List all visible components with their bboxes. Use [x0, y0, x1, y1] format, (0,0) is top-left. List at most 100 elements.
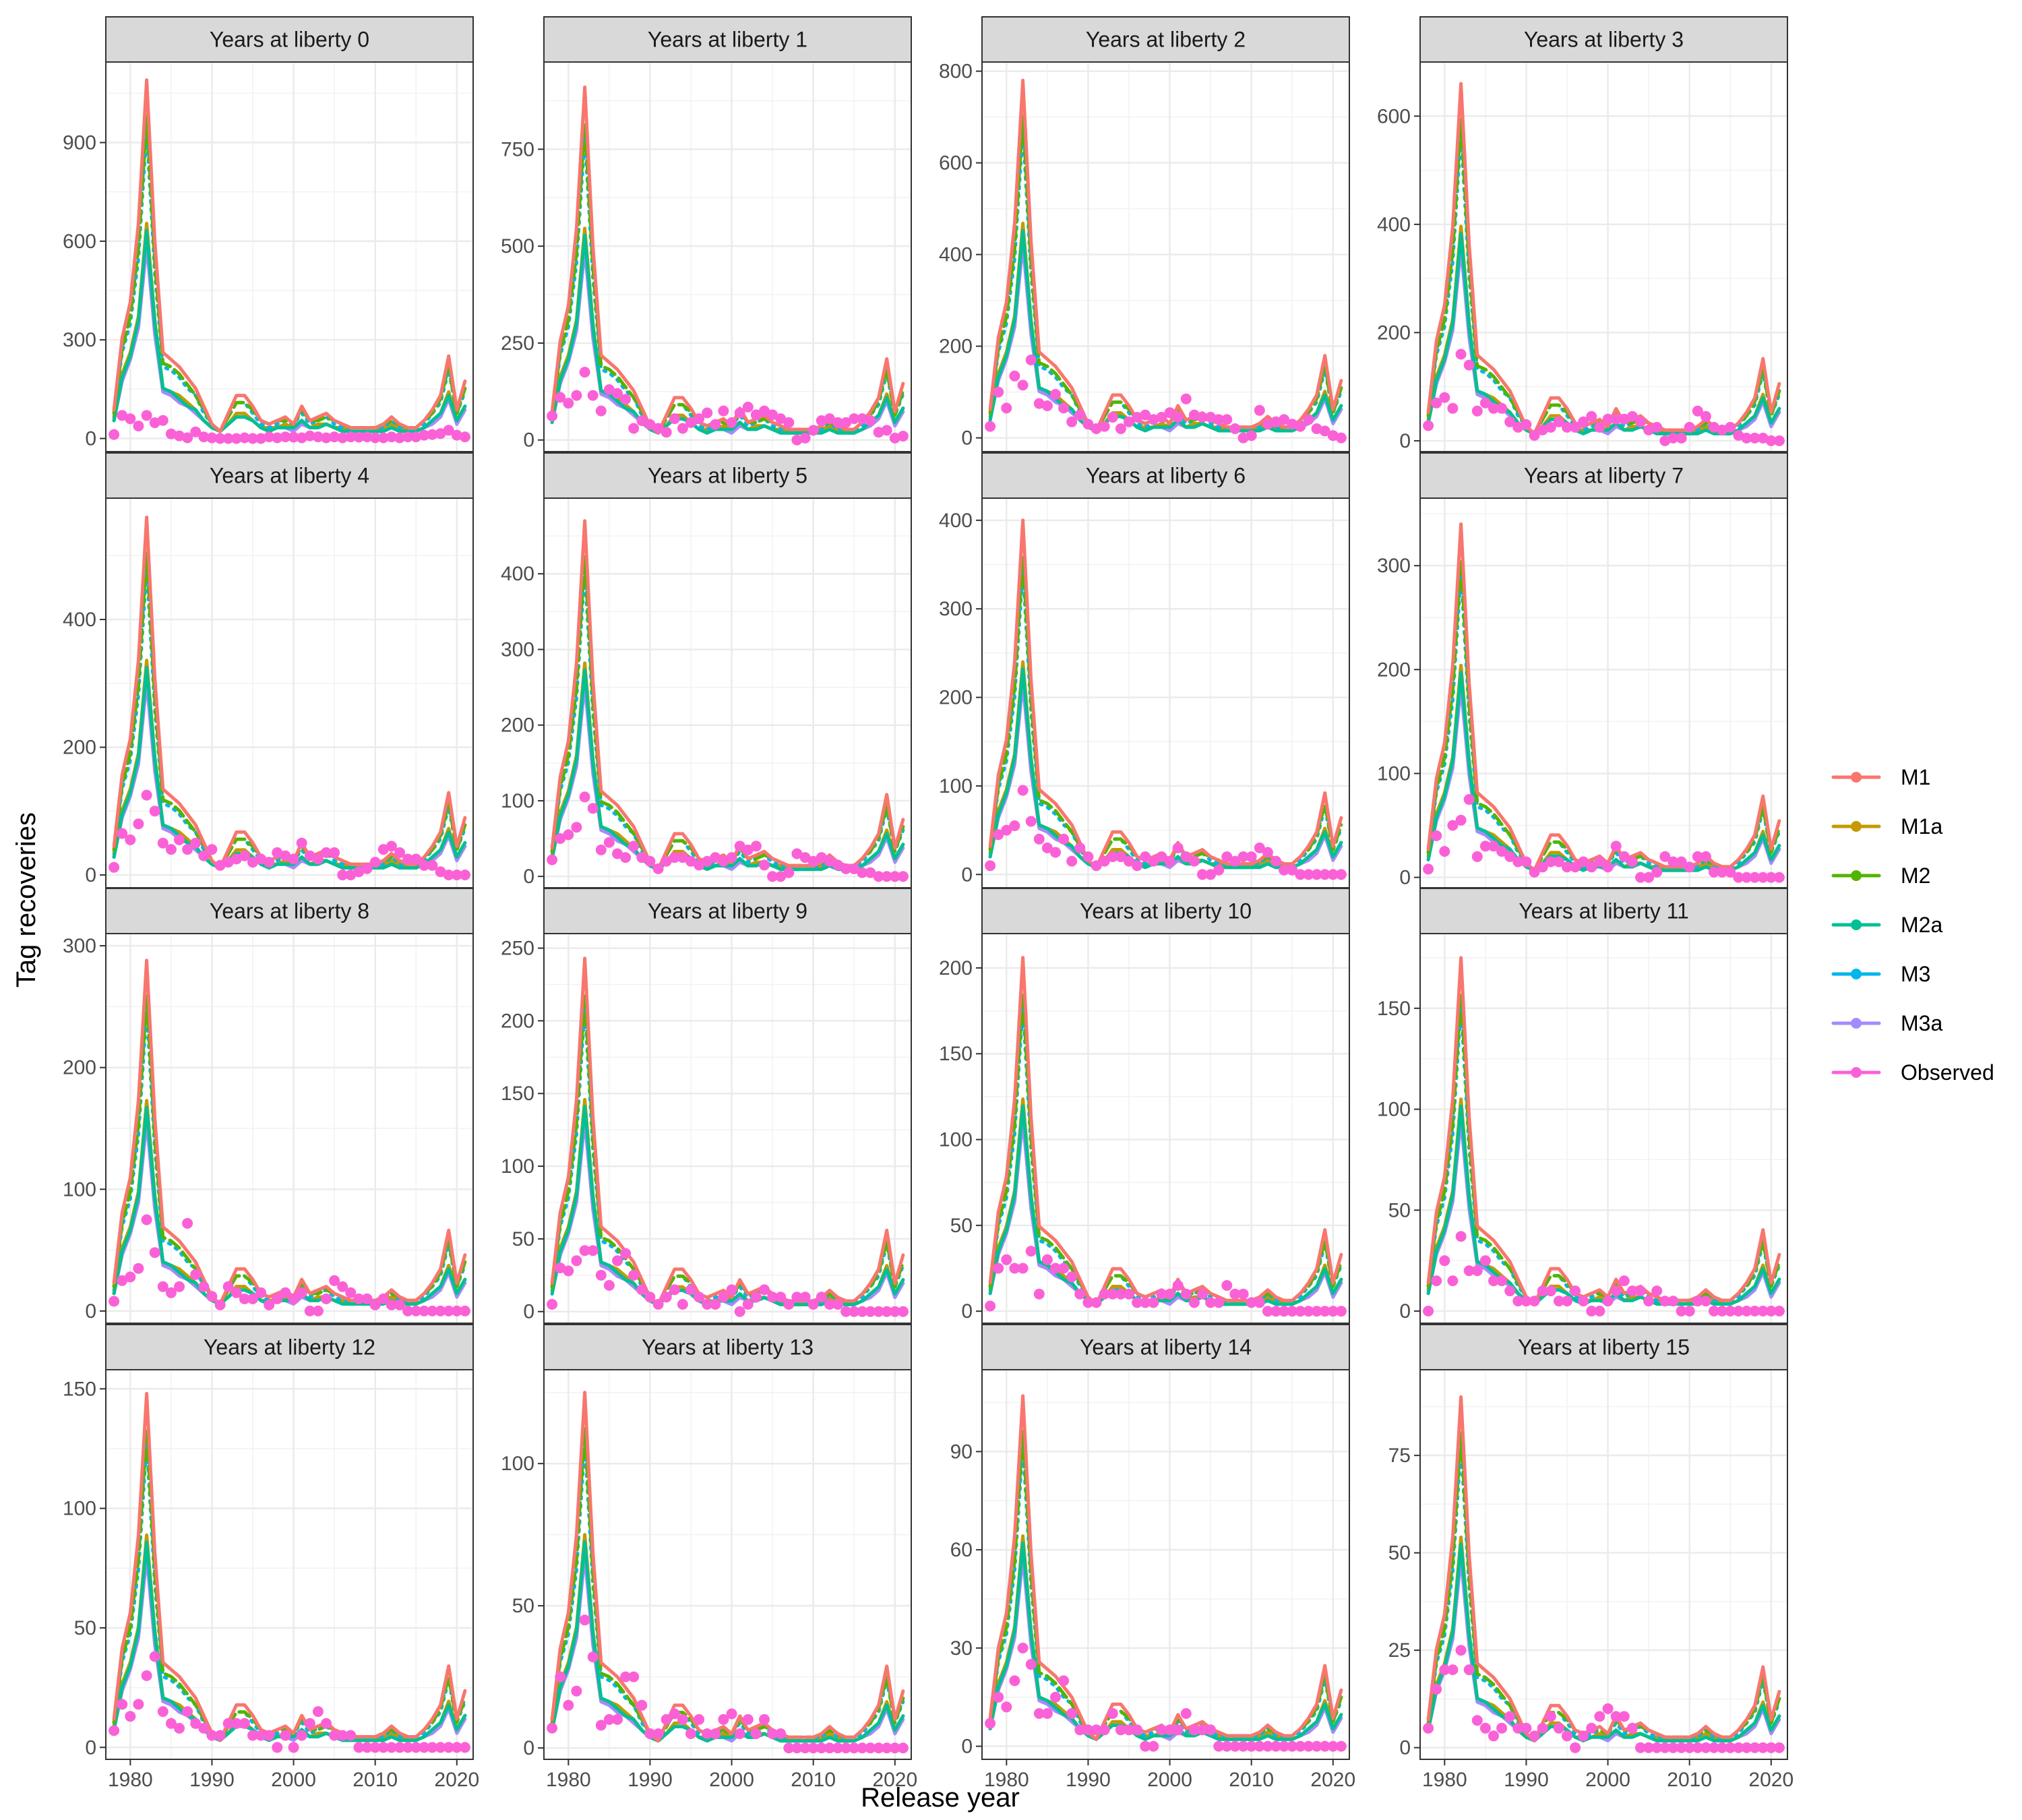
observed-point	[329, 1275, 340, 1286]
observed-point	[1107, 1708, 1118, 1719]
observed-point	[312, 431, 324, 443]
observed-point	[726, 852, 737, 863]
observed-point	[702, 855, 713, 867]
observed-point	[1423, 420, 1434, 431]
observed-point	[369, 1742, 381, 1753]
x-tick-label: 2000	[709, 1769, 754, 1791]
observed-point	[109, 1725, 120, 1736]
observed-point	[1188, 1724, 1200, 1736]
observed-point	[1757, 1306, 1769, 1316]
observed-point	[865, 1742, 876, 1754]
plot-background	[982, 62, 1349, 452]
observed-point	[1659, 435, 1671, 446]
observed-point	[1082, 1297, 1094, 1308]
observed-point	[1725, 421, 1736, 433]
observed-point	[881, 1742, 892, 1754]
y-tick-label: 0	[961, 863, 973, 886]
observed-point	[451, 1305, 462, 1316]
observed-point	[849, 1306, 860, 1317]
y-tick-label: 600	[1377, 105, 1411, 127]
observed-point	[247, 1293, 258, 1304]
y-tick-label: 0	[961, 1736, 973, 1758]
facet-title: Years at liberty 8	[210, 899, 369, 923]
observed-point	[1140, 1740, 1151, 1752]
observed-point	[1586, 1306, 1597, 1316]
observed-point	[750, 1728, 762, 1739]
observed-point	[174, 1281, 185, 1292]
observed-point	[149, 417, 160, 429]
observed-point	[669, 852, 680, 863]
observed-point	[1521, 419, 1532, 430]
observed-point	[1439, 392, 1450, 403]
y-tick-label: 100	[939, 1129, 973, 1151]
y-tick-label: 100	[63, 1178, 96, 1201]
facet-title: Years at liberty 2	[1086, 28, 1246, 52]
legend-item: M3a	[1831, 1011, 1942, 1035]
observed-point	[222, 433, 234, 444]
observed-point	[419, 1305, 430, 1316]
observed-point	[1773, 872, 1785, 883]
series-line-m1	[550, 1391, 905, 1743]
observed-point	[1091, 860, 1102, 872]
observed-point	[1618, 851, 1630, 862]
observed-point	[1553, 1722, 1564, 1734]
observed-point	[1279, 1306, 1290, 1317]
observed-point	[603, 837, 615, 848]
observed-point	[767, 871, 778, 882]
observed-point	[985, 1300, 996, 1312]
x-tick-label: 1990	[189, 1769, 235, 1791]
series-line-m2a	[988, 1104, 1343, 1306]
observed-point	[1643, 424, 1655, 435]
series-line-m3	[1426, 572, 1781, 872]
observed-point	[636, 1699, 648, 1711]
observed-point	[783, 1742, 795, 1754]
observed-point	[1553, 416, 1564, 427]
observed-point	[1148, 414, 1159, 425]
observed-point	[1082, 851, 1094, 862]
observed-point	[595, 844, 607, 855]
observed-point	[419, 1742, 430, 1753]
observed-point	[214, 859, 226, 871]
series-line-m1	[1426, 956, 1781, 1306]
observed-point	[1188, 855, 1200, 867]
observed-point	[182, 1706, 193, 1718]
observed-point	[353, 1293, 365, 1304]
observed-point	[1066, 1271, 1078, 1283]
observed-point	[1295, 1740, 1306, 1752]
observed-point	[149, 1247, 160, 1258]
observed-point	[141, 1214, 152, 1225]
observed-point	[1132, 412, 1143, 423]
observed-point	[1602, 413, 1614, 425]
plot-background	[982, 1370, 1349, 1759]
observed-point	[742, 1713, 754, 1725]
observed-point	[579, 367, 590, 378]
observed-point	[1017, 1263, 1029, 1274]
y-tick-label: 0	[523, 1737, 534, 1759]
observed-point	[157, 837, 168, 849]
observed-point	[459, 431, 470, 443]
observed-point	[1504, 851, 1516, 862]
observed-point	[1545, 1711, 1556, 1722]
observed-point	[824, 1299, 835, 1310]
observed-point	[807, 1742, 819, 1754]
observed-point	[759, 405, 770, 417]
observed-point	[1254, 842, 1265, 853]
observed-point	[816, 852, 827, 863]
observed-point	[1692, 1296, 1703, 1307]
observed-point	[1221, 1740, 1233, 1752]
observed-point	[190, 837, 202, 849]
observed-point	[1074, 1288, 1086, 1300]
observed-point	[807, 425, 819, 436]
y-tick-label: 25	[1388, 1639, 1411, 1662]
observed-point	[1140, 1297, 1151, 1308]
y-tick-label: 200	[63, 1057, 96, 1079]
observed-point	[198, 1722, 210, 1734]
y-tick-label: 500	[501, 235, 534, 257]
legend-label: M2a	[1901, 913, 1942, 937]
observed-point	[1570, 421, 1581, 433]
observed-point	[1213, 864, 1225, 876]
observed-point	[694, 859, 705, 871]
observed-point	[587, 1245, 599, 1256]
observed-point	[1471, 1715, 1483, 1726]
observed-point	[125, 834, 136, 845]
